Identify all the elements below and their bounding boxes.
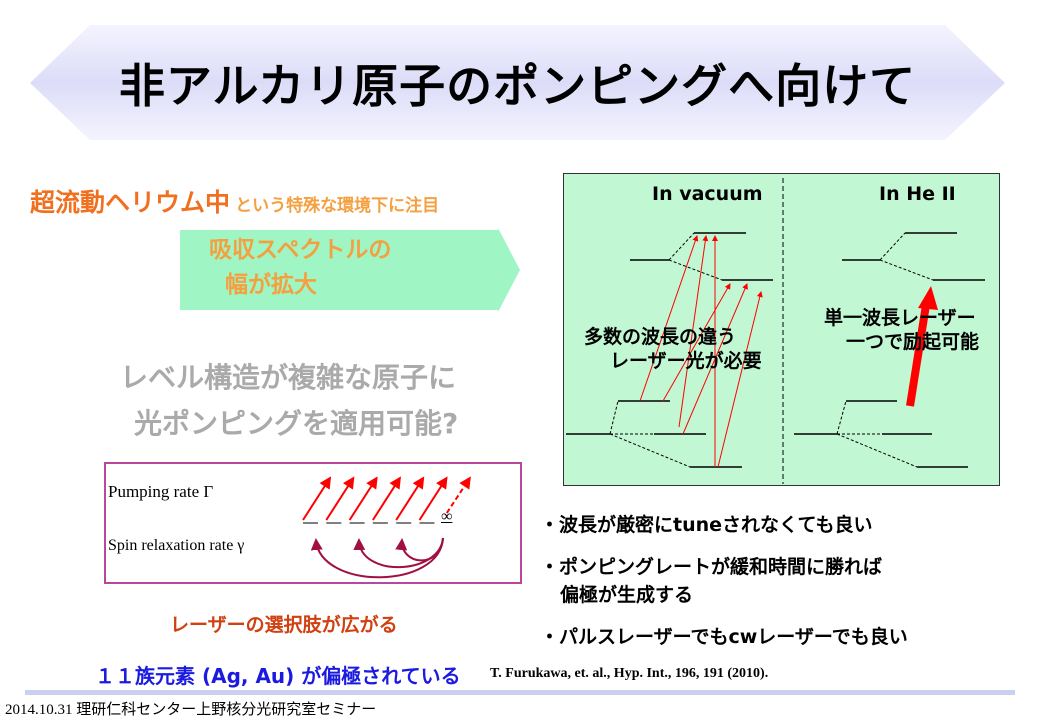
bullet-1: ・波長が厳密にtuneされなくても良い bbox=[540, 514, 873, 536]
broadening-line-1: 吸収スペクトルの bbox=[209, 237, 392, 263]
group11-text: １１族元素 (Ag, Au) が偏極されている bbox=[95, 664, 461, 688]
pumping-arrow bbox=[445, 476, 471, 514]
levels-vacuum bbox=[566, 232, 773, 468]
multi-wavelength-arrows bbox=[639, 235, 763, 468]
single-laser-arrow bbox=[906, 286, 938, 407]
pumping-rate-label: Pumping rate Γ bbox=[108, 482, 214, 501]
splitting-he bbox=[836, 232, 934, 468]
reference: T. Furukawa, et. al., Hyp. Int., 196, 19… bbox=[490, 666, 769, 681]
pumping-arrow bbox=[325, 476, 355, 521]
bullet-2: ・ポンピングレートが緩和時間に勝れば bbox=[540, 556, 883, 578]
he-note-line-2: 一つで励起可能 bbox=[846, 331, 980, 353]
broadening-arrow bbox=[180, 228, 520, 312]
splitting-vacuum bbox=[609, 232, 723, 468]
page-title: 非アルカリ原子のポンピングへ向けて bbox=[118, 59, 917, 113]
lead-emphasis: 超流動ヘリウム中 bbox=[30, 188, 231, 217]
question-line-2: 光ポンピングを適用可能? bbox=[134, 407, 459, 440]
vacuum-note: 多数の波長の違う レーザー光が必要 bbox=[584, 325, 762, 373]
pumping-arrow bbox=[348, 476, 378, 521]
label-in-he: In He II bbox=[879, 183, 956, 205]
footer-text: 2014.10.31 理研仁科センター上野核分光研究室セミナー bbox=[5, 702, 377, 718]
relaxation-arcs bbox=[310, 537, 444, 579]
pumping-arrow bbox=[302, 476, 332, 521]
relaxation-label: Spin relaxation rate γ bbox=[108, 537, 245, 554]
bullet-2-cont: 偏極が生成する bbox=[560, 584, 694, 606]
label-in-vacuum: In vacuum bbox=[652, 183, 763, 205]
pumping-arrow bbox=[418, 476, 448, 521]
infinity-level: ∞ bbox=[441, 508, 453, 525]
broadening-text: 吸収スペクトルの 幅が拡大 bbox=[185, 233, 445, 303]
lead-text: 超流動ヘリウム中 という特殊な環境下に注目 bbox=[30, 183, 439, 219]
footer-divider bbox=[25, 690, 1015, 695]
levels-he bbox=[794, 232, 985, 468]
he-note-line-1: 単一波長レーザー bbox=[824, 307, 976, 329]
pumping-box bbox=[104, 462, 522, 584]
broadening-line-2: 幅が拡大 bbox=[225, 272, 317, 298]
bullet-3: ・パルスレーザーでもcwレーザーでも良い bbox=[540, 626, 908, 648]
laser-choice-text: レーザーの選択肢が広がる bbox=[170, 614, 398, 636]
he-note: 単一波長レーザー 一つで励起可能 bbox=[824, 306, 979, 354]
question-text: レベル構造が複雑な原子に 光ポンピングを適用可能? bbox=[120, 355, 458, 447]
vacuum-note-line-2: レーザー光が必要 bbox=[610, 350, 762, 372]
vacuum-note-line-1: 多数の波長の違う bbox=[584, 326, 737, 348]
pumping-arrow bbox=[395, 476, 425, 521]
lead-rest: という特殊な環境下に注目 bbox=[235, 196, 440, 216]
pumping-arrow bbox=[372, 476, 401, 521]
question-line-1: レベル構造が複雑な原子に bbox=[120, 361, 457, 394]
